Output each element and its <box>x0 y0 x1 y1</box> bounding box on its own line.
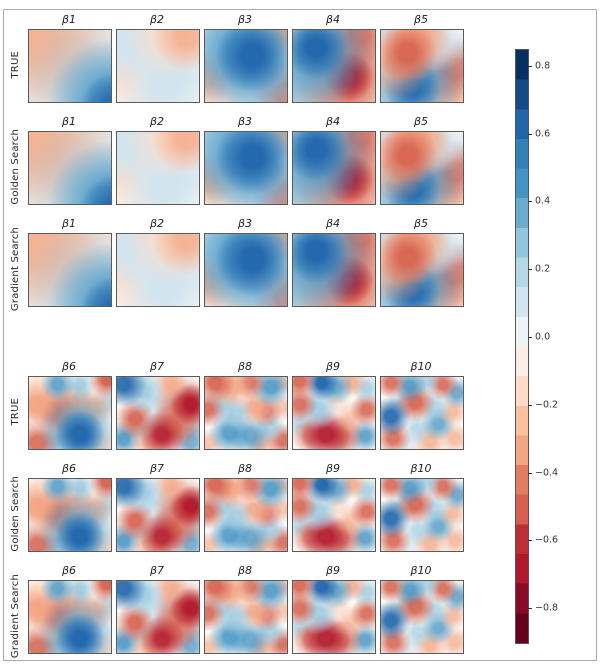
panel-beta4-gradient-search <box>292 233 376 307</box>
colorbar-tick-label: −0.8 <box>535 602 559 614</box>
panel-beta7-golden-search <box>116 478 200 552</box>
panel-title-beta1: β1 <box>61 13 77 26</box>
row-label-text: TRUE <box>9 398 21 426</box>
row-label-gradient-search: Gradient Search <box>2 574 28 658</box>
panel-beta1-gradient-search <box>28 233 112 307</box>
row-label-true: TRUE <box>2 29 28 101</box>
panel-title-beta6: β6 <box>61 564 77 577</box>
panel-title-beta5: β5 <box>413 13 429 26</box>
panel-title-beta7: β7 <box>149 564 165 577</box>
panel-title-beta4: β4 <box>325 13 341 26</box>
colorbar <box>515 49 529 644</box>
panel-title-beta3: β3 <box>237 217 253 230</box>
colorbar-tick-label: 0.6 <box>535 128 551 140</box>
row-label-text: TRUE <box>9 51 21 79</box>
panel-title-beta10: β10 <box>410 462 432 475</box>
panel-title-beta3: β3 <box>237 13 253 26</box>
panel-beta9-gradient-search <box>292 580 376 654</box>
panel-title-beta4: β4 <box>325 115 341 128</box>
panel-beta1-true <box>28 29 112 103</box>
panel-title-beta2: β2 <box>149 115 165 128</box>
panel-beta8-true <box>204 376 288 450</box>
panel-title-beta1: β1 <box>61 115 77 128</box>
panel-title-beta6: β6 <box>61 462 77 475</box>
row-label-golden-search: Golden Search <box>2 129 28 205</box>
panel-beta6-true <box>28 376 112 450</box>
panel-title-beta5: β5 <box>413 217 429 230</box>
panel-title-beta3: β3 <box>237 115 253 128</box>
panel-beta2-true <box>116 29 200 103</box>
row-label-text: Gradient Search <box>9 226 21 312</box>
panel-title-beta5: β5 <box>413 115 429 128</box>
row-label-true: TRUE <box>2 376 28 448</box>
panel-beta8-golden-search <box>204 478 288 552</box>
panel-beta7-true <box>116 376 200 450</box>
panel-beta6-golden-search <box>28 478 112 552</box>
panel-beta3-true <box>204 29 288 103</box>
colorbar-tick-mark <box>528 269 532 270</box>
row-label-text: Golden Search <box>9 476 21 552</box>
colorbar-tick-label: 0.0 <box>535 331 551 343</box>
panel-beta6-gradient-search <box>28 580 112 654</box>
row-label-text: Golden Search <box>9 129 21 205</box>
panel-title-beta7: β7 <box>149 360 165 373</box>
panel-title-beta4: β4 <box>325 217 341 230</box>
panel-beta3-golden-search <box>204 131 288 205</box>
colorbar-tick-label: −0.6 <box>535 534 559 546</box>
colorbar-tick-label: 0.2 <box>535 263 551 275</box>
panel-title-beta9: β9 <box>325 462 341 475</box>
panel-beta4-golden-search <box>292 131 376 205</box>
panel-beta7-gradient-search <box>116 580 200 654</box>
colorbar-tick-label: −0.4 <box>535 467 559 479</box>
colorbar-tick-label: 0.8 <box>535 60 551 72</box>
panel-title-beta6: β6 <box>61 360 77 373</box>
panel-title-beta8: β8 <box>237 564 253 577</box>
panel-title-beta8: β8 <box>237 360 253 373</box>
panel-beta5-golden-search <box>380 131 464 205</box>
colorbar-tick-mark <box>528 337 532 338</box>
panel-beta8-gradient-search <box>204 580 288 654</box>
colorbar-tick-label: −0.2 <box>535 399 559 411</box>
colorbar-tick-mark <box>528 405 532 406</box>
panel-title-beta10: β10 <box>410 360 432 373</box>
panel-title-beta2: β2 <box>149 217 165 230</box>
panel-title-beta7: β7 <box>149 462 165 475</box>
panel-beta10-true <box>380 376 464 450</box>
panel-title-beta10: β10 <box>410 564 432 577</box>
panel-beta4-true <box>292 29 376 103</box>
panel-title-beta8: β8 <box>237 462 253 475</box>
colorbar-tick-mark <box>528 540 532 541</box>
colorbar-tick-label: 0.4 <box>535 195 551 207</box>
panel-beta3-gradient-search <box>204 233 288 307</box>
panel-beta9-golden-search <box>292 478 376 552</box>
colorbar-tick-mark <box>528 66 532 67</box>
panel-beta5-gradient-search <box>380 233 464 307</box>
panel-title-beta9: β9 <box>325 360 341 373</box>
figure-frame <box>3 9 597 661</box>
colorbar-tick-mark <box>528 608 532 609</box>
row-label-gradient-search: Gradient Search <box>2 227 28 311</box>
panel-title-beta1: β1 <box>61 217 77 230</box>
panel-title-beta2: β2 <box>149 13 165 26</box>
colorbar-tick-mark <box>528 201 532 202</box>
row-label-golden-search: Golden Search <box>2 476 28 552</box>
panel-beta1-golden-search <box>28 131 112 205</box>
panel-beta2-gradient-search <box>116 233 200 307</box>
panel-beta10-golden-search <box>380 478 464 552</box>
colorbar-tick-mark <box>528 473 532 474</box>
panel-beta10-gradient-search <box>380 580 464 654</box>
colorbar-tick-mark <box>528 134 532 135</box>
row-label-text: Gradient Search <box>9 573 21 659</box>
panel-beta9-true <box>292 376 376 450</box>
panel-beta2-golden-search <box>116 131 200 205</box>
panel-beta5-true <box>380 29 464 103</box>
panel-title-beta9: β9 <box>325 564 341 577</box>
